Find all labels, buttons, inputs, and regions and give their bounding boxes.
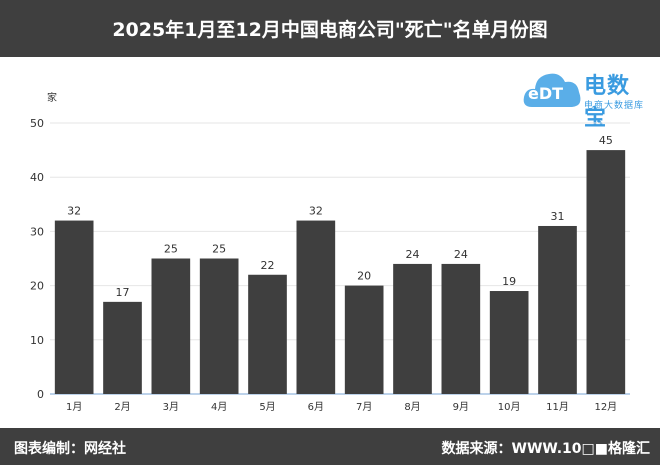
y-tick-label: 0 [37, 388, 44, 401]
x-tick-label: 4月 [211, 401, 227, 413]
x-tick-label: 9月 [453, 401, 469, 413]
y-tick-label: 40 [30, 171, 44, 184]
bar [103, 301, 142, 394]
y-tick-label: 30 [30, 225, 44, 238]
x-tick-label: 6月 [308, 401, 324, 413]
bar [538, 225, 577, 394]
y-axis-label: 家 [47, 91, 57, 104]
bar [489, 291, 529, 394]
x-tick-label: 1月 [66, 401, 82, 413]
bar [586, 150, 626, 394]
data-label: 20 [357, 270, 371, 283]
footer-compiler: 图表编制：网经社 [14, 441, 126, 457]
x-tick-label: 2月 [114, 401, 130, 413]
data-label: 25 [164, 243, 178, 256]
footer-source: 数据来源：WWW.10□■格隆汇 [441, 441, 650, 457]
bar [393, 263, 432, 394]
data-label: 19 [502, 275, 516, 288]
logo-cloud-text: eDT [528, 84, 564, 103]
y-tick-label: 50 [30, 117, 44, 130]
x-tick-label: 11月 [546, 401, 569, 413]
bar [344, 285, 384, 394]
chart-title: 2025年1月至12月中国电商公司"死亡"名单月份图 [112, 19, 548, 41]
logo-sub-text: 电商大数据库 [584, 101, 645, 111]
data-label: 32 [67, 205, 81, 218]
bar [199, 258, 239, 394]
data-label: 17 [116, 286, 130, 299]
bar [151, 258, 191, 394]
cloud-logo-icon [523, 73, 581, 107]
x-tick-label: 12月 [594, 401, 617, 413]
data-label: 22 [261, 259, 275, 272]
x-tick-label: 3月 [163, 401, 179, 413]
data-label: 24 [454, 248, 468, 261]
data-label: 32 [309, 205, 323, 218]
logo-main-text: 电数宝 [584, 74, 631, 131]
footer-bar: 图表编制：网经社 数据来源：WWW.10□■格隆汇 [0, 428, 660, 465]
data-label: 45 [599, 134, 613, 147]
x-tick-label: 7月 [356, 401, 372, 413]
bar [296, 220, 336, 394]
x-tick-label: 10月 [498, 401, 521, 413]
x-tick-label: 8月 [404, 401, 420, 413]
bar-chart: 0 10 20 30 40 50 32 17 25 25 22 32 20 24 24 19 31 45 1月 2… [30, 91, 630, 413]
bar [441, 263, 481, 394]
data-label: 24 [406, 248, 420, 261]
bar [54, 220, 94, 394]
logo: eDT 电数宝 电商大数据库 [522, 62, 652, 131]
y-tick-label: 20 [30, 280, 44, 293]
chart-title-bar: 2025年1月至12月中国电商公司"死亡"名单月份图 [0, 0, 660, 57]
bar [248, 274, 287, 394]
data-label: 25 [212, 243, 226, 256]
data-label: 31 [551, 210, 565, 223]
x-tick-label: 5月 [259, 401, 275, 413]
y-tick-label: 10 [30, 334, 44, 347]
